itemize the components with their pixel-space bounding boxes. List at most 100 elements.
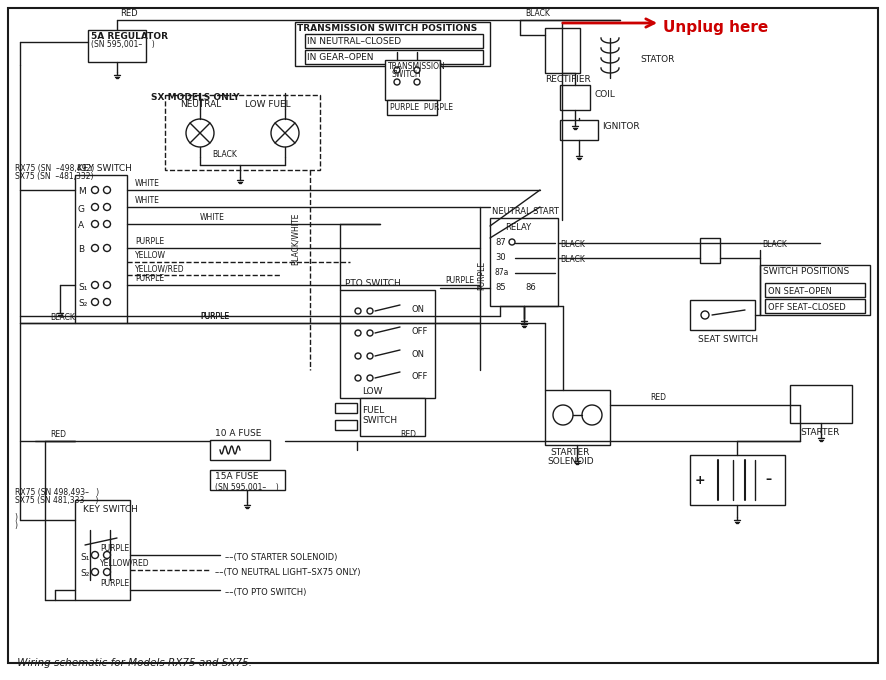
Text: SWITCH: SWITCH: [362, 416, 397, 425]
Text: BLACK: BLACK: [560, 255, 585, 264]
Text: SOLENOID: SOLENOID: [547, 457, 594, 466]
Bar: [210, 440, 270, 460]
Bar: [75, 500, 130, 600]
Text: ): ): [15, 521, 20, 530]
Text: YELLOW/RED: YELLOW/RED: [135, 264, 184, 273]
Text: S₁: S₁: [78, 282, 88, 292]
Text: IGNITOR: IGNITOR: [602, 122, 640, 131]
Text: –Wiring schematic for Models RX75 and SX75.: –Wiring schematic for Models RX75 and SX…: [12, 658, 252, 668]
Text: COIL: COIL: [595, 90, 616, 99]
Text: Unplug here: Unplug here: [663, 20, 768, 35]
Bar: [385, 60, 440, 100]
Bar: [760, 265, 870, 315]
Text: 30: 30: [495, 253, 506, 262]
Text: +: +: [695, 473, 705, 486]
Text: ––(TO PTO SWITCH): ––(TO PTO SWITCH): [225, 588, 307, 597]
Text: SWITCH POSITIONS: SWITCH POSITIONS: [763, 267, 850, 276]
Text: BLACK/WHITE: BLACK/WHITE: [291, 213, 299, 265]
Text: PURPLE: PURPLE: [100, 544, 129, 553]
Text: YELLOW/RED: YELLOW/RED: [100, 559, 150, 568]
Text: BLACK: BLACK: [50, 313, 75, 322]
Bar: [305, 34, 483, 48]
Bar: [75, 175, 127, 323]
Text: PURPLE  PURPLE: PURPLE PURPLE: [390, 103, 453, 112]
Text: PURPLE: PURPLE: [200, 312, 229, 321]
Text: OFF: OFF: [412, 372, 428, 381]
Text: RX75 (SN  –498,492): RX75 (SN –498,492): [15, 164, 94, 173]
Text: 15A FUSE: 15A FUSE: [215, 472, 259, 481]
Text: RED: RED: [400, 430, 416, 439]
Text: WHITE: WHITE: [200, 213, 225, 222]
Text: PURPLE: PURPLE: [478, 261, 486, 290]
Text: G: G: [78, 205, 85, 214]
Text: STATOR: STATOR: [640, 55, 674, 64]
Bar: [560, 120, 598, 140]
Text: ): ): [15, 513, 20, 522]
Text: TRANSMISSION: TRANSMISSION: [388, 62, 446, 71]
Text: PTO SWITCH: PTO SWITCH: [345, 279, 400, 288]
Bar: [765, 283, 865, 297]
Text: NEUTRAL START: NEUTRAL START: [492, 207, 559, 216]
Text: FUEL: FUEL: [362, 406, 385, 415]
Bar: [360, 398, 425, 436]
Text: ON SEAT–OPEN: ON SEAT–OPEN: [768, 287, 832, 296]
Text: ––(TO NEUTRAL LIGHT–SX75 ONLY): ––(TO NEUTRAL LIGHT–SX75 ONLY): [215, 568, 361, 577]
Text: IN NEUTRAL–CLOSED: IN NEUTRAL–CLOSED: [307, 37, 401, 46]
Bar: [387, 100, 437, 115]
Text: WHITE: WHITE: [135, 179, 159, 188]
Text: PURPLE: PURPLE: [135, 237, 164, 246]
Text: PURPLE: PURPLE: [200, 312, 229, 321]
Text: ON: ON: [412, 305, 425, 314]
Bar: [88, 30, 146, 62]
Bar: [790, 385, 852, 423]
Text: SX MODELS ONLY: SX MODELS ONLY: [151, 93, 239, 102]
Text: IN GEAR–OPEN: IN GEAR–OPEN: [307, 53, 374, 62]
Text: OFF: OFF: [412, 327, 428, 336]
Text: B: B: [78, 245, 84, 254]
Text: (SN 595,001–    ): (SN 595,001– ): [91, 40, 155, 49]
Text: BLACK: BLACK: [762, 240, 787, 249]
Bar: [545, 28, 580, 73]
Text: S₂: S₂: [80, 570, 89, 579]
Text: RED: RED: [50, 430, 66, 439]
Text: STARTER: STARTER: [800, 428, 839, 437]
Text: 5A REGULATOR: 5A REGULATOR: [91, 32, 168, 41]
Bar: [295, 22, 490, 66]
Text: LOW FUEL: LOW FUEL: [245, 100, 291, 109]
Text: KEY SWITCH: KEY SWITCH: [83, 505, 138, 514]
Text: SEAT SWITCH: SEAT SWITCH: [698, 335, 758, 344]
Bar: [545, 390, 610, 445]
Bar: [765, 299, 865, 313]
Text: YELLOW: YELLOW: [135, 251, 166, 260]
Bar: [690, 455, 785, 505]
Text: 86: 86: [525, 283, 536, 292]
Text: ON: ON: [412, 350, 425, 359]
Text: BLACK: BLACK: [560, 240, 585, 249]
Bar: [690, 300, 755, 330]
Bar: [335, 420, 357, 430]
Bar: [700, 238, 720, 263]
Text: 85: 85: [495, 283, 506, 292]
Text: RELAY: RELAY: [505, 223, 531, 232]
Text: SX75 (SN  –481,332): SX75 (SN –481,332): [15, 172, 94, 181]
Text: LOW: LOW: [362, 387, 383, 396]
Text: –: –: [765, 473, 771, 486]
Text: WHITE: WHITE: [135, 196, 159, 205]
Bar: [560, 85, 590, 110]
Text: 10 A FUSE: 10 A FUSE: [215, 429, 261, 438]
Text: S₂: S₂: [78, 299, 88, 309]
Text: RED: RED: [120, 9, 137, 18]
Text: A: A: [78, 222, 84, 231]
Bar: [335, 403, 357, 413]
Text: NEUTRAL: NEUTRAL: [180, 100, 222, 109]
Text: TRANSMISSION SWITCH POSITIONS: TRANSMISSION SWITCH POSITIONS: [297, 24, 478, 33]
Bar: [340, 290, 435, 398]
Text: SX75 (SN 481,333–   ): SX75 (SN 481,333– ): [15, 496, 98, 505]
Text: 87: 87: [495, 238, 506, 247]
Bar: [165, 95, 320, 170]
Text: 87a: 87a: [495, 268, 509, 277]
Bar: [210, 470, 285, 490]
Text: BLACK: BLACK: [213, 150, 237, 159]
Text: STARTER: STARTER: [550, 448, 589, 457]
Text: KEY SWITCH: KEY SWITCH: [77, 164, 132, 173]
